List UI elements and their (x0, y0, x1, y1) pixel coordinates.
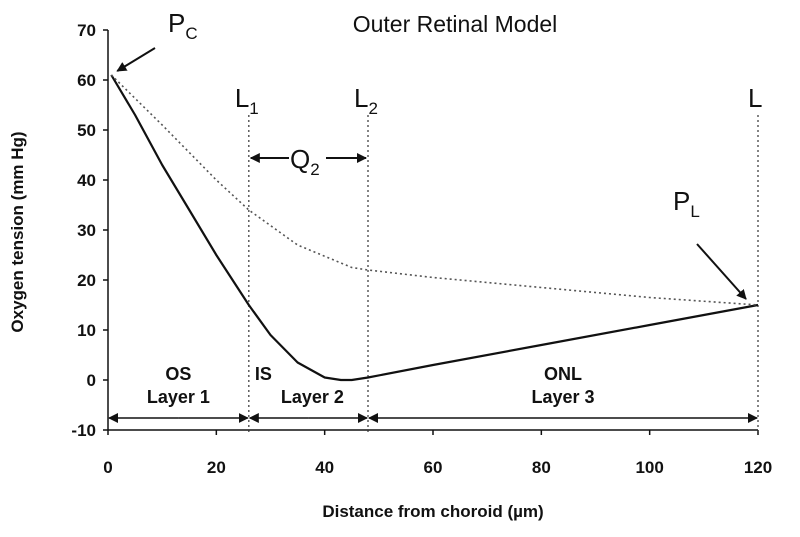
dotted-series-line (110, 74, 759, 306)
y-tick-label: 40 (77, 171, 96, 190)
x-tick-label: 80 (532, 458, 551, 477)
axes: -10 0 10 20 30 40 50 60 70 0 20 40 60 80 100 120 (71, 21, 772, 477)
y-tick-label: 20 (77, 271, 96, 290)
boundary-label: L (748, 83, 762, 113)
region-bottom-label: Layer 2 (281, 387, 344, 407)
x-tick-label: 60 (424, 458, 443, 477)
region-top-label: OS (165, 364, 191, 384)
pc-arrow (116, 47, 156, 72)
region-bottom-label: Layer 3 (531, 387, 594, 407)
boundary-label: L2 (354, 83, 378, 118)
x-tick-label: 120 (744, 458, 772, 477)
x-tick-label: 40 (315, 458, 334, 477)
pc-label: PC (168, 8, 198, 43)
solid-series-line (110, 74, 759, 382)
y-tick-label: 70 (77, 21, 96, 40)
y-tick-label: 0 (87, 371, 96, 390)
region-top-label: ONL (544, 364, 582, 384)
region-bottom-label: Layer 1 (147, 387, 210, 407)
annotations: PC PL Q2 OS Layer 1 IS Layer 2 ONL Layer 3 (108, 8, 758, 423)
y-tick-label: -10 (71, 421, 96, 440)
y-tick-label: 10 (77, 321, 96, 340)
x-tick-label: 20 (207, 458, 226, 477)
y-tick-label: 30 (77, 221, 96, 240)
y-axis-title: Oxygen tension (mm Hg) (8, 131, 27, 332)
pl-label: PL (673, 186, 700, 221)
q2-label: Q2 (290, 144, 320, 179)
layer-boundaries: L1 L2 L (235, 83, 762, 434)
y-tick-label: 60 (77, 71, 96, 90)
x-tick-label: 0 (103, 458, 112, 477)
series-lines (110, 74, 759, 382)
chart-title: Outer Retinal Model (353, 11, 558, 37)
x-tick-label: 100 (635, 458, 663, 477)
region-top-label: IS (255, 364, 272, 384)
x-axis-title: Distance from choroid (µm) (322, 502, 543, 521)
y-tick-label: 50 (77, 121, 96, 140)
pl-arrow (696, 243, 747, 300)
boundary-label: L1 (235, 83, 259, 118)
